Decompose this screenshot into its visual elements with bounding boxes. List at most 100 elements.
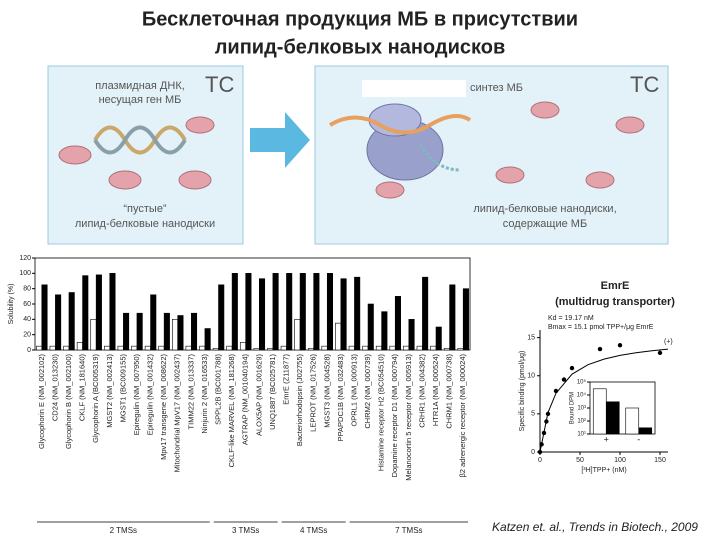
x-tick-label: AGTRAP (NM_001040194): [241, 354, 250, 446]
bar: [326, 273, 334, 351]
x-tick-label: CHRM1 (NM_000738): [445, 353, 454, 428]
x-tick-label: 100: [614, 457, 626, 464]
bar: [63, 345, 70, 351]
label: содержащие МБ: [503, 218, 587, 230]
data-point: [561, 377, 567, 382]
bar: [55, 294, 62, 351]
data-point: [597, 346, 603, 352]
label: липид-белковые нанодиски: [75, 218, 215, 230]
bar: [354, 276, 361, 351]
bar: [212, 348, 219, 351]
bar: [171, 319, 179, 351]
x-tick-label: UNQ1887 (BC025781): [268, 354, 277, 430]
x-tick-label: Epiregulin (NM_007950): [132, 353, 141, 435]
x-tick-label: CRHR1 (NM_004382): [417, 354, 426, 428]
bar: [321, 345, 328, 351]
label: TC: [630, 72, 659, 97]
fit-line: [539, 348, 669, 453]
bar: [131, 345, 138, 351]
slide-title: липид-белковых нанодисков: [215, 36, 506, 58]
bar: [163, 312, 170, 351]
y-tick-label: 40: [23, 316, 31, 323]
bar: [239, 342, 247, 351]
x-tick-label: ALOX5AP (NM_001629): [254, 354, 263, 436]
bar: [394, 296, 401, 351]
bar: [144, 345, 151, 351]
x-tick-label: CD24 (NM_013230): [50, 354, 59, 422]
bar: [267, 348, 274, 351]
x-tick-label: CKLF (NM_181640): [78, 354, 87, 422]
data-point: [544, 419, 549, 424]
x-tick-label: Bacteriorhodopsin (J02755): [295, 353, 304, 446]
label: TC: [205, 72, 234, 97]
y-tick-label: 10⁵: [577, 379, 587, 386]
bar: [158, 345, 165, 351]
bar: [592, 388, 607, 435]
data-point: [539, 442, 544, 447]
label: несущая ген МБ: [99, 94, 182, 106]
bar: [136, 312, 143, 351]
nanodiscs: [58, 101, 645, 199]
x-tick-label: 0: [538, 457, 542, 464]
x-tick-label: Mpv17 transgene (NM_008622): [159, 354, 168, 460]
y-tick-label: 0: [531, 449, 535, 456]
bar: [457, 348, 464, 351]
bar: [638, 427, 653, 435]
citation: Katzen et. al., Trends in Biotech., 2009: [492, 520, 698, 534]
group-label: 2 TMSs: [110, 526, 137, 535]
bar: [299, 273, 306, 351]
bar: [605, 401, 620, 435]
bar: [416, 345, 423, 351]
bar: [375, 345, 382, 351]
bar: [36, 345, 43, 351]
x-tick-label: Melanocortin 5 receptor (NM_005913): [404, 354, 413, 481]
bar: [340, 278, 347, 351]
dna: [93, 125, 187, 155]
label: синтез МБ: [470, 82, 523, 94]
y-axis-label: Solubility (%): [8, 284, 15, 325]
bar: [104, 345, 111, 351]
y-tick-label: 100: [19, 270, 31, 277]
dna: [93, 125, 187, 155]
bar: [49, 345, 56, 351]
bar: [313, 273, 320, 351]
x-tick-label: OPRL1 (NM_000913): [349, 354, 358, 427]
bar: [307, 348, 314, 351]
x-tick-label: Epiregulin (NM_001432): [146, 353, 155, 435]
y-tick-label: 10: [527, 373, 535, 380]
data-point: [537, 449, 543, 455]
x-tick-label: Ninjurin 2 (NM_016533): [200, 354, 209, 434]
y-tick-label: 5: [531, 411, 535, 418]
bar: [117, 345, 124, 351]
x-tick-label: 50: [576, 457, 584, 464]
bar: [381, 311, 388, 351]
bar: [348, 345, 355, 351]
bar: [68, 292, 75, 351]
label: липид-белковые нанодиски,: [473, 203, 616, 215]
x-tick-label: MGST3 (NM_004528): [322, 354, 331, 428]
bar: [204, 328, 211, 351]
bar: [253, 348, 260, 351]
bar: [150, 294, 157, 351]
data-point: [569, 365, 575, 371]
x-tick-label: MGST1 (BC009155): [118, 354, 127, 423]
bar: [245, 273, 252, 351]
redaction: [362, 80, 466, 97]
bar: [191, 312, 198, 351]
bar: [226, 345, 233, 351]
bar: [625, 407, 640, 435]
x-tick-label: Mitochondrial MpV17 (NM_002437): [173, 354, 182, 473]
y-tick-label: 20: [23, 332, 31, 339]
group-label: 4 TMSs: [300, 526, 327, 535]
bar: [367, 303, 374, 351]
bar: [82, 275, 89, 351]
y-tick-label: 80: [23, 286, 31, 293]
label: “пустые”: [123, 203, 167, 215]
x-tick-label: +: [604, 434, 609, 444]
x-tick-label: TIMM22 (NM_013337): [186, 354, 195, 430]
data-point: [617, 343, 623, 348]
x-tick-label: Histamine receptor H2 (BC054510): [377, 354, 386, 472]
bar: [272, 273, 279, 351]
data-point: [545, 411, 551, 417]
